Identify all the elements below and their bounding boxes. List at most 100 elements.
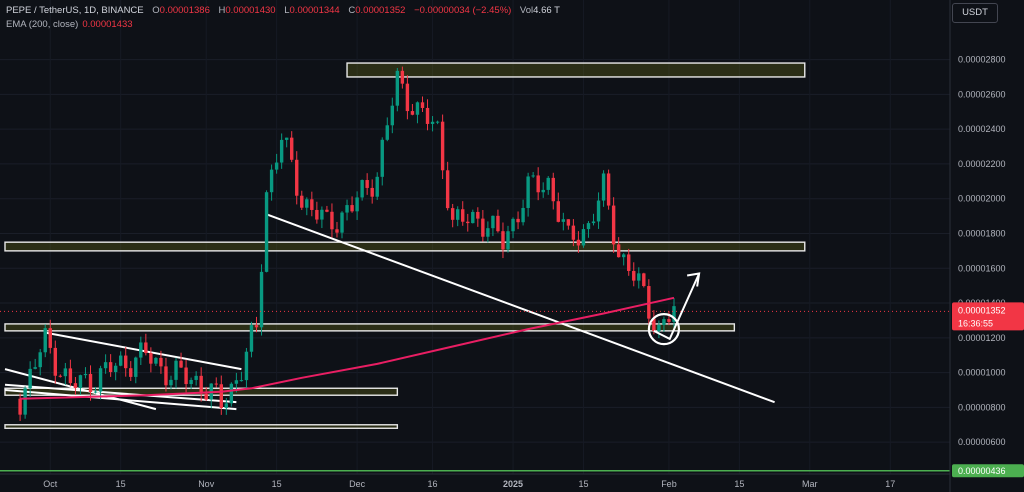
candle-body [420,102,425,108]
candle-body [113,365,118,373]
y-tick-label: 0.00002200 [958,159,1006,169]
candle-body [611,205,616,245]
y-tick-label: 0.00002800 [958,55,1006,65]
candle-body [637,273,641,281]
symbol-title[interactable]: PEPE / TetherUS, 1D, BINANCE [6,5,144,16]
candle-body [601,173,606,201]
drawing-annotations [0,272,950,346]
candle-body [300,195,304,208]
candle-body [632,270,636,281]
candle-body [290,137,294,160]
highlight-circle[interactable] [647,313,681,346]
x-tick-label: 15 [734,479,744,489]
candle-body [330,211,334,230]
projection-arrow[interactable] [653,273,701,341]
candle-body [596,200,601,222]
candle-body [642,273,646,287]
candle-body [430,121,435,124]
candle-body [491,215,495,229]
trendline[interactable] [4,383,237,404]
candle-body [471,211,475,224]
candle-body [234,380,239,384]
candle-body [456,209,460,220]
x-tick-label: Feb [661,479,677,489]
candle-body [279,139,284,163]
candle-body [440,121,445,171]
candle-body [169,379,173,386]
candle-body [33,367,37,369]
candle-body [435,121,440,123]
currency-button[interactable]: USDT [952,3,998,23]
candle-body [350,205,354,212]
candle-body [18,398,22,415]
y-tick-label: 0.00001200 [958,333,1006,343]
candle-body [576,239,581,246]
candle-body [199,375,203,394]
support-price-value: 0.00000436 [958,466,1006,476]
candle-body [355,197,359,212]
candle-body [546,177,550,190]
zone-rectangle[interactable] [346,62,806,78]
candle-body [365,180,369,188]
candle-body [214,383,218,385]
candle-body [320,209,324,220]
candle-body [335,229,339,233]
high-label: H [218,5,226,16]
candle-body [68,368,73,384]
zone-rectangle[interactable] [4,323,736,332]
trendline[interactable] [266,213,775,404]
close-value: 0.00001352 [355,5,406,16]
candle-body [179,360,183,368]
candle-body [496,215,500,232]
candle-body [144,342,148,354]
candle-body [264,192,269,272]
candle-body [340,212,344,233]
candle-body [450,208,455,220]
x-tick-label: Nov [198,479,215,489]
candle-body [63,368,68,377]
candle-body [108,362,113,373]
candle-body [400,70,405,84]
candle-body [606,173,611,206]
trendline[interactable] [4,389,237,411]
candle-body [395,70,400,106]
ema-legend[interactable]: EMA (200, close) 0.00001433 [6,18,560,32]
high-value: 0.00001430 [225,5,276,16]
candle-body [149,353,153,364]
candle-body [621,254,626,258]
x-tick-label: 15 [116,479,126,489]
candle-body [184,367,188,385]
volume-value: 4.66 T [533,5,560,16]
low-label: L [284,5,290,16]
candle-body [385,125,389,140]
x-tick-label: Oct [43,479,58,489]
candle-body [536,175,540,193]
zone-rectangle[interactable] [4,241,806,252]
candle-body [672,306,676,322]
candle-body [83,373,88,376]
close-label: C [348,5,356,16]
candle-body [571,225,576,240]
candle-body [219,384,223,408]
zone-rectangle[interactable] [4,424,399,429]
y-tick-label: 0.00002000 [958,194,1006,204]
candle-body [38,352,42,368]
y-tick-label: 0.00001600 [958,263,1006,273]
support-price-tag: 0.00000436 [952,464,1024,478]
candle-body [466,221,470,224]
ema-label: EMA (200, close) [6,19,79,30]
ema-200-line [20,296,675,400]
candle-body [174,360,178,380]
y-tick-label: 0.00001800 [958,228,1006,238]
trendline[interactable] [45,331,242,371]
candle-body [315,209,319,220]
candle-body [566,219,571,226]
candle-body [134,357,138,377]
low-value: 0.00001344 [289,5,340,16]
candle-body [616,244,621,258]
change-value: −0.00000034 (−2.45%) [414,5,512,16]
candle-body [249,325,254,352]
candle-body [154,357,158,364]
